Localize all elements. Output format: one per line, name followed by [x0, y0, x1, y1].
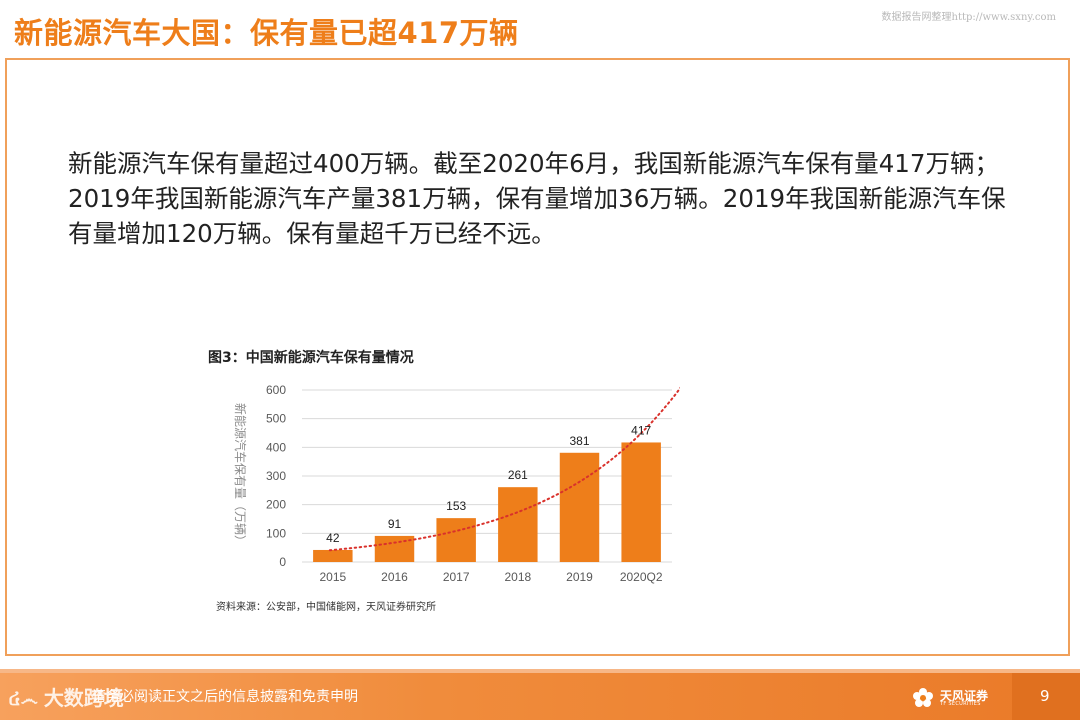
- x-tick-label: 2017: [443, 570, 470, 584]
- chart-trendline: [328, 386, 680, 552]
- watermark-logo-icon: ៤෴: [8, 689, 38, 710]
- footer-corner-block: [1012, 673, 1080, 720]
- slide-title: 新能源汽车大国：保有量已超417万辆: [14, 16, 519, 50]
- bottom-watermark: ៤෴ 大数跨境: [8, 682, 124, 714]
- chart-bars: [313, 442, 661, 562]
- footer-stripe: [0, 669, 1080, 673]
- x-tick-label: 2016: [381, 570, 408, 584]
- footer-bar: [0, 673, 1080, 720]
- y-tick-label: 600: [266, 383, 286, 397]
- watermark-text: 大数跨境: [43, 686, 124, 710]
- y-tick-label: 100: [266, 526, 286, 540]
- bar-data-label: 381: [569, 434, 589, 448]
- figure-title: 图3：中国新能源汽车保有量情况: [208, 350, 414, 366]
- bar-data-label: 261: [508, 468, 528, 482]
- chart-data-labels: 42 91 153 261 381 417: [326, 423, 651, 545]
- disclaimer-text: 请务必阅读正文之后的信息披露和免责申明: [92, 689, 358, 705]
- flower-logo-icon: [913, 688, 933, 707]
- company-logo: 天风证券 TF SECURITIES: [910, 683, 988, 713]
- y-tick-label: 500: [266, 412, 286, 426]
- trendline: [328, 386, 680, 552]
- bar: [621, 442, 661, 562]
- y-tick-label: 300: [266, 469, 286, 483]
- page-number: 9: [1040, 687, 1050, 705]
- bar-data-label: 153: [446, 499, 466, 513]
- logo-chinese-name: 天风证券: [940, 688, 989, 703]
- x-tick-label: 2015: [319, 570, 346, 584]
- bar: [313, 549, 353, 562]
- bar: [436, 518, 476, 562]
- holdings-bar-chart: 42 91 153 261 381 417 0 100 200 300 400 500 600 201…: [233, 383, 680, 584]
- chart-x-ticks: 2015 2016 2017 2018 2019 2020Q2: [319, 570, 662, 584]
- data-source-note: 资料来源：公安部，中国储能网，天风证券研究所: [216, 602, 436, 613]
- bar-data-label: 91: [388, 517, 402, 531]
- chart-gridlines: [302, 389, 672, 563]
- x-tick-label: 2019: [566, 570, 593, 584]
- y-tick-label: 200: [266, 498, 286, 512]
- summary-paragraph: 新能源汽车保有量超过400万辆。截至2020年6月，我国新能源汽车保有量417万…: [68, 149, 1006, 248]
- logo-english-name: TF SECURITIES: [940, 700, 981, 707]
- chart-y-ticks: 0 100 200 300 400 500 600: [266, 383, 286, 569]
- y-tick-label: 400: [266, 440, 286, 454]
- x-tick-label: 2018: [504, 570, 531, 584]
- y-tick-label: 0: [279, 555, 286, 569]
- bar: [498, 487, 538, 562]
- bar: [374, 535, 415, 562]
- bar-data-label: 417: [631, 423, 651, 437]
- y-axis-label: 新能源汽车保有量（万辆）: [233, 403, 248, 547]
- x-tick-label: 2020Q2: [620, 570, 663, 584]
- bar-data-label: 42: [326, 531, 340, 545]
- bar: [559, 452, 600, 562]
- top-watermark: 数据报告网整理http://www.sxny.com: [881, 12, 1056, 23]
